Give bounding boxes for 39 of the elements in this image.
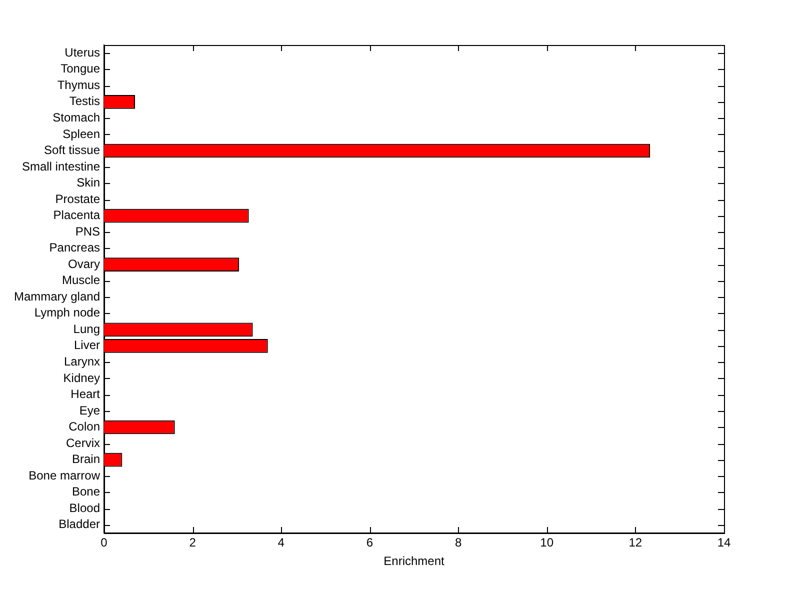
y-tick-label: Cervix: [66, 436, 100, 450]
y-tick-label: Bone: [72, 484, 100, 499]
y-tick-label: Heart: [70, 387, 101, 402]
y-tick-label: Pancreas: [49, 240, 100, 255]
y-tick-label: Placenta: [53, 208, 100, 222]
y-tick-label: Bladder: [58, 517, 100, 532]
y-tick-label: Brain: [72, 452, 100, 466]
x-tick-label: 4: [278, 536, 285, 550]
y-tick-label: Uterus: [64, 45, 100, 60]
y-tick-label: Tongue: [60, 62, 100, 76]
y-tick-label: Ovary: [68, 256, 100, 271]
x-tick-label: 2: [189, 536, 196, 550]
y-tick-label: Skin: [76, 176, 100, 190]
y-tick-label: Prostate: [55, 192, 100, 206]
y-tick-label: Kidney: [63, 370, 100, 385]
y-tick-label: Small intestine: [22, 159, 100, 174]
y-tick-label: PNS: [75, 224, 100, 238]
x-tick-label: 6: [366, 536, 374, 550]
y-tick-label: Soft tissue: [44, 143, 100, 158]
y-tick-label: Bone marrow: [28, 468, 100, 482]
y-tick-label: Thymus: [57, 78, 100, 92]
y-tick-label: Lymph node: [34, 306, 100, 320]
y-tick-label: Blood: [69, 500, 100, 515]
y-tick-label: Eye: [79, 403, 100, 418]
y-tick-label: Stomach: [52, 110, 100, 125]
y-tick-label: Spleen: [62, 126, 100, 141]
y-tick-label: Liver: [74, 338, 100, 352]
y-tick-label: Testis: [69, 94, 100, 108]
y-tick-label: Larynx: [64, 354, 100, 369]
x-tick-label: 12: [628, 536, 642, 550]
y-tick-label: Colon: [68, 420, 100, 434]
x-tick-label: 0: [100, 536, 108, 550]
y-tick-label: Lung: [73, 322, 100, 336]
x-axis-title: Enrichment: [384, 554, 446, 568]
y-tick-label: Muscle: [62, 273, 100, 288]
x-tick-label: 10: [540, 536, 554, 550]
y-tick-label: Mammary gland: [14, 289, 100, 304]
x-tick-label: 8: [454, 536, 462, 550]
x-tick-label: 14: [717, 536, 731, 550]
